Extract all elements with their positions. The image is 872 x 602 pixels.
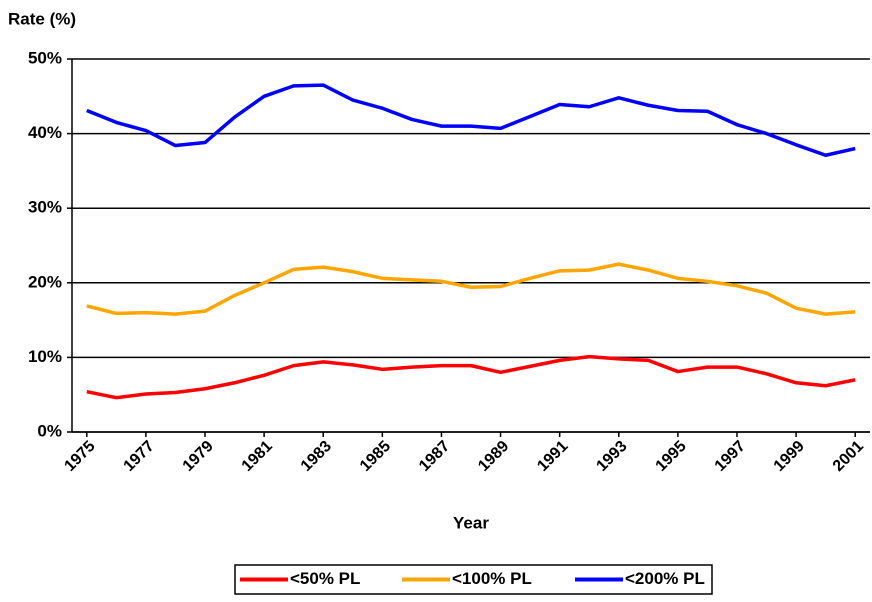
legend-label: <200% PL bbox=[625, 569, 705, 588]
y-tick-label: 30% bbox=[28, 198, 62, 217]
x-tick-label: 1975 bbox=[61, 438, 98, 475]
x-tick-label: 1999 bbox=[771, 438, 808, 475]
x-tick-label: 1993 bbox=[593, 438, 630, 475]
series-line bbox=[86, 354, 856, 400]
x-tick-label: 1987 bbox=[416, 438, 453, 475]
x-axis-label: Year bbox=[453, 513, 489, 532]
legend-label: <50% PL bbox=[290, 569, 360, 588]
x-tick-label: 1997 bbox=[712, 438, 749, 475]
x-tick-label: 1981 bbox=[239, 438, 276, 475]
x-tick-label: 1991 bbox=[534, 438, 571, 475]
legend-box bbox=[234, 564, 713, 595]
y-tick-label: 10% bbox=[28, 347, 62, 366]
x-tick-label: 1979 bbox=[180, 438, 217, 475]
y-tick-label: 40% bbox=[28, 123, 62, 142]
x-tick-label: 1989 bbox=[475, 438, 512, 475]
y-axis-label: Rate (%) bbox=[8, 9, 76, 28]
x-tick-label: 1977 bbox=[121, 438, 158, 475]
y-tick-label: 20% bbox=[28, 272, 62, 291]
series-line bbox=[86, 83, 856, 157]
x-tick-label: 1995 bbox=[653, 438, 690, 475]
x-tick-label: 1983 bbox=[298, 438, 335, 475]
y-tick-label: 50% bbox=[28, 48, 62, 67]
series-line bbox=[86, 262, 856, 316]
x-tick-label: 1985 bbox=[357, 438, 394, 475]
x-tick-label: 2001 bbox=[830, 438, 867, 475]
y-tick-label: 0% bbox=[37, 421, 62, 440]
legend-label: <100% PL bbox=[452, 569, 532, 588]
